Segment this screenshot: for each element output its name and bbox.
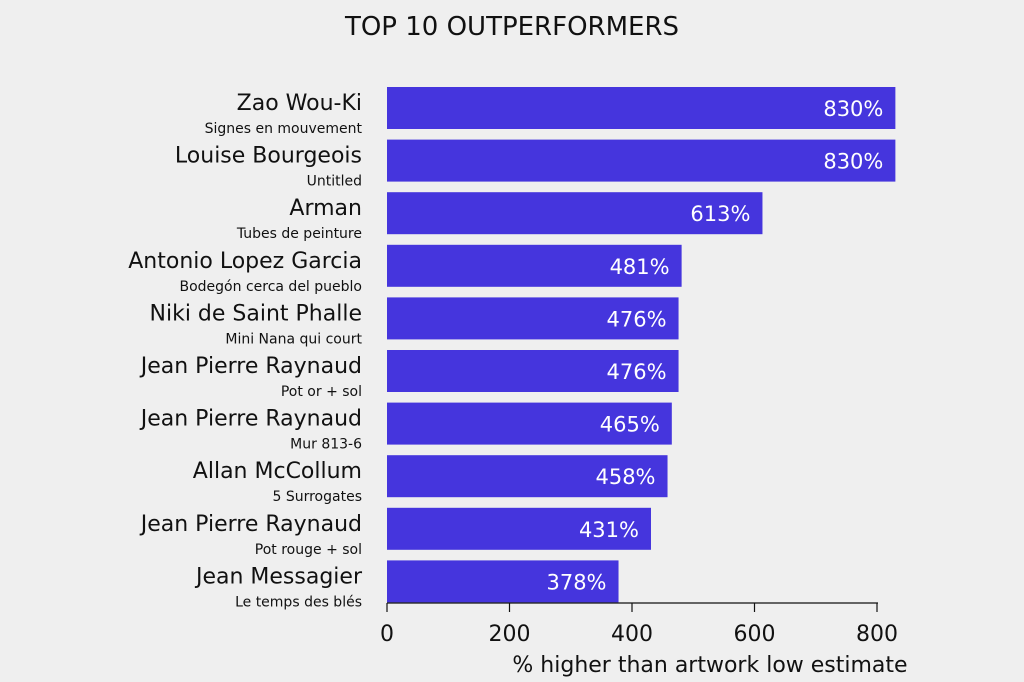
x-tick-label: 0 (380, 622, 394, 647)
category-labels: Zao Wou-Ki Signes en mouvement Louise Bour… (128, 91, 363, 610)
category-work-label: 5 Surrogates (272, 489, 362, 505)
bar-value-label: 476% (607, 360, 667, 384)
category-artist-label: Allan McCollum (193, 459, 362, 484)
category-artist-label: Jean Pierre Raynaud (139, 512, 362, 537)
category-work-label: Tubes de peinture (236, 226, 362, 242)
category-artist-label: Louise Bourgeois (175, 144, 362, 169)
category-artist-label: Jean Messagier (194, 564, 363, 589)
bar-value-label: 476% (607, 307, 667, 331)
bar (387, 244, 682, 287)
category-work-label: Pot or + sol (281, 384, 362, 400)
bar (387, 139, 896, 182)
bar (387, 560, 619, 603)
bar (387, 455, 668, 498)
category-work-label: Bodegón cerca del pueblo (180, 279, 363, 295)
bars-group: 830% 830% 613% 481% 476% 476% 465% 458% 431% 378% (387, 87, 896, 603)
category-artist-label: Arman (289, 196, 362, 221)
x-tick-label: 800 (856, 622, 898, 647)
bar-value-label: 613% (690, 202, 750, 226)
bar-value-label: 378% (546, 570, 606, 594)
category-work-label: Signes en mouvement (205, 121, 363, 137)
category-work-label: Pot rouge + sol (255, 542, 362, 558)
bar-value-label: 458% (595, 465, 655, 489)
x-tick-label: 600 (734, 622, 776, 647)
bar (387, 402, 672, 445)
chart-title: TOP 10 OUTPERFORMERS (344, 12, 679, 42)
bar-value-label: 465% (600, 413, 660, 437)
x-tick-label: 200 (489, 622, 531, 647)
category-work-label: Mini Nana qui court (225, 331, 362, 347)
category-work-label: Mur 813-6 (290, 437, 362, 453)
x-axis: 0 200 400 600 800 (380, 602, 898, 647)
category-work-label: Le temps des blés (235, 594, 362, 610)
bar (387, 297, 679, 340)
x-axis-label: % higher than artwork low estimate (512, 653, 907, 678)
bar-value-label: 830% (823, 150, 883, 174)
bar (387, 350, 679, 392)
bar (387, 507, 651, 550)
bar-value-label: 481% (610, 255, 670, 279)
category-work-label: Untitled (307, 174, 362, 190)
bar (387, 192, 763, 235)
category-artist-label: Zao Wou-Ki (237, 91, 362, 116)
category-artist-label: Antonio Lopez Garcia (128, 249, 362, 274)
category-artist-label: Jean Pierre Raynaud (139, 354, 362, 379)
category-artist-label: Niki de Saint Phalle (150, 301, 362, 326)
bar-value-label: 431% (579, 518, 639, 542)
bar (387, 87, 896, 129)
x-tick-label: 400 (611, 622, 653, 647)
bar-value-label: 830% (823, 97, 883, 121)
category-artist-label: Jean Pierre Raynaud (139, 407, 362, 432)
